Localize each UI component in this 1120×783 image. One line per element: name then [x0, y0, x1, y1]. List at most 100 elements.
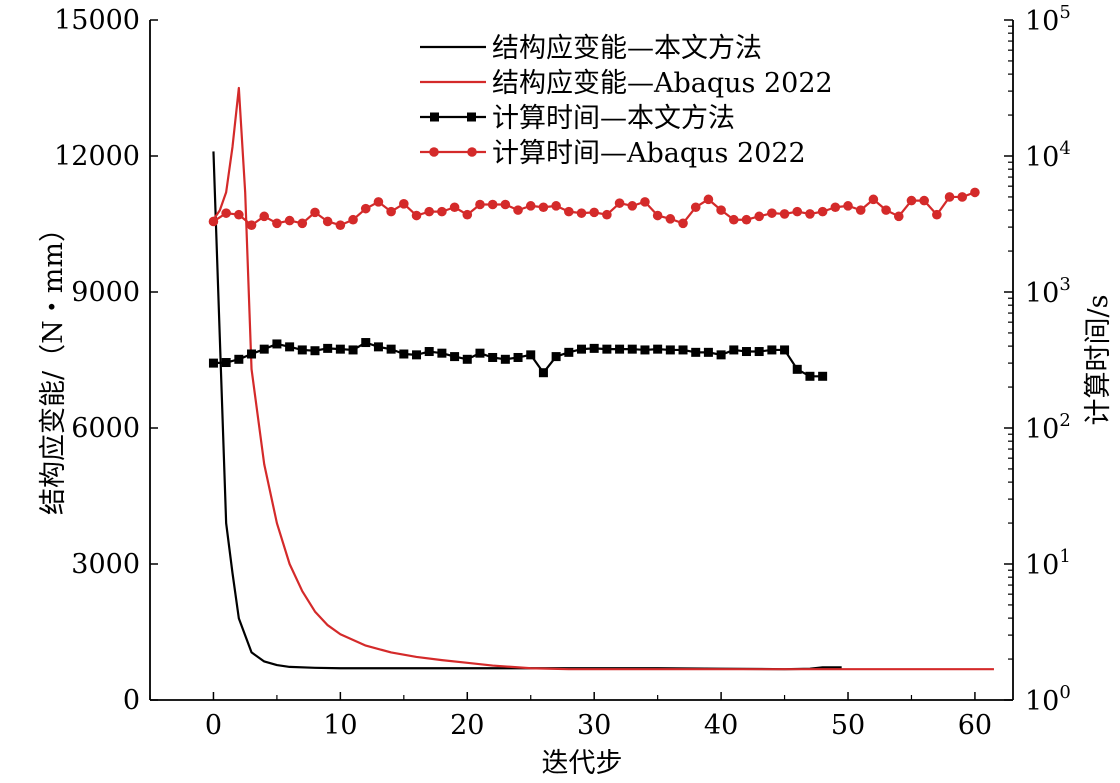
data-point: [767, 345, 777, 355]
data-point: [893, 211, 904, 222]
data-point: [653, 344, 663, 354]
data-point: [335, 220, 346, 230]
data-point: [386, 206, 396, 217]
data-point: [322, 216, 333, 227]
data-point: [805, 371, 815, 381]
data-point: [247, 349, 257, 359]
left-tick-label: 15000: [54, 5, 140, 36]
data-point: [589, 343, 599, 353]
data-point: [652, 210, 663, 221]
data-point: [208, 358, 218, 368]
data-point: [754, 211, 764, 222]
right-tick-base: 10: [1025, 550, 1059, 581]
data-point: [208, 216, 219, 227]
data-point: [640, 345, 650, 355]
data-point: [272, 339, 282, 349]
data-point: [602, 344, 612, 354]
data-point: [272, 218, 282, 229]
data-point: [640, 197, 650, 207]
data-point: [868, 194, 879, 205]
data-point: [297, 218, 308, 229]
data-point: [678, 218, 688, 229]
data-point: [818, 371, 828, 381]
series-line: [212, 86, 994, 671]
data-point: [538, 202, 549, 213]
data-point: [665, 214, 676, 224]
data-point: [703, 347, 713, 357]
data-point: [792, 364, 802, 374]
data-point: [830, 202, 841, 213]
data-point: [513, 352, 523, 362]
data-point: [691, 347, 701, 357]
x-tick-label: 30: [577, 710, 611, 741]
right-tick-exponent: 3: [1059, 274, 1070, 295]
data-point: [577, 344, 586, 354]
data-point: [551, 201, 561, 211]
data-point: [411, 210, 422, 221]
data-point: [437, 348, 447, 358]
data-point: [437, 206, 447, 217]
data-point: [665, 345, 675, 355]
data-point: [589, 207, 599, 218]
data-point: [944, 192, 955, 202]
data-point: [780, 345, 790, 355]
data-point: [538, 368, 548, 378]
data-point: [703, 194, 714, 205]
data-point: [221, 358, 231, 368]
right-tick-exponent: 1: [1059, 546, 1070, 567]
right-tick-label: 102: [1025, 410, 1071, 445]
series-layer: [208, 86, 994, 671]
x-axis-label: 迭代步: [542, 748, 623, 779]
legend-swatch-marker: [467, 147, 477, 157]
data-point: [221, 208, 231, 218]
x-axis-ticks: 0 10 20 30 40 50 60: [149, 692, 992, 741]
data-point: [462, 209, 473, 220]
right-tick-exponent: 2: [1059, 410, 1070, 431]
legend-label: 计算时间—本文方法: [492, 103, 735, 134]
data-point: [323, 343, 333, 353]
x-tick-label: 60: [958, 710, 992, 741]
legend-swatch-marker: [467, 112, 476, 122]
data-point: [754, 347, 764, 357]
data-point: [488, 352, 498, 362]
series-1: [212, 151, 842, 671]
data-point: [462, 354, 472, 364]
x-tick-label: 0: [205, 710, 222, 741]
left-tick-label: 12000: [54, 141, 140, 172]
right-tick-base: 10: [1025, 686, 1059, 717]
data-point: [805, 209, 815, 219]
right-tick-label: 104: [1025, 138, 1071, 173]
data-point: [234, 354, 244, 364]
data-point: [234, 209, 244, 220]
right-tick-label: 100: [1025, 682, 1071, 717]
data-point: [817, 206, 828, 217]
legend-swatch-marker: [430, 112, 439, 122]
series-line: [212, 151, 842, 671]
series-2: [212, 86, 994, 671]
data-point: [970, 187, 980, 198]
x-tick-label: 20: [450, 710, 484, 741]
data-point: [716, 205, 726, 215]
data-point: [297, 345, 307, 355]
data-point: [259, 344, 269, 354]
data-point: [564, 347, 574, 357]
data-point: [500, 199, 511, 210]
data-point: [475, 199, 485, 210]
data-point: [627, 344, 637, 354]
data-point: [450, 352, 460, 362]
right-tick-label: 101: [1025, 546, 1071, 581]
data-point: [741, 214, 752, 225]
right-tick-base: 10: [1025, 278, 1059, 309]
right-tick-base: 10: [1025, 414, 1059, 445]
data-point: [310, 207, 320, 218]
data-point: [526, 350, 536, 360]
series-3: [208, 338, 828, 381]
data-point: [348, 345, 358, 355]
data-point: [690, 202, 701, 213]
legend-item: 计算时间—Abaqus 2022: [420, 138, 806, 169]
data-point: [957, 192, 968, 202]
right-tick-base: 10: [1025, 142, 1059, 173]
